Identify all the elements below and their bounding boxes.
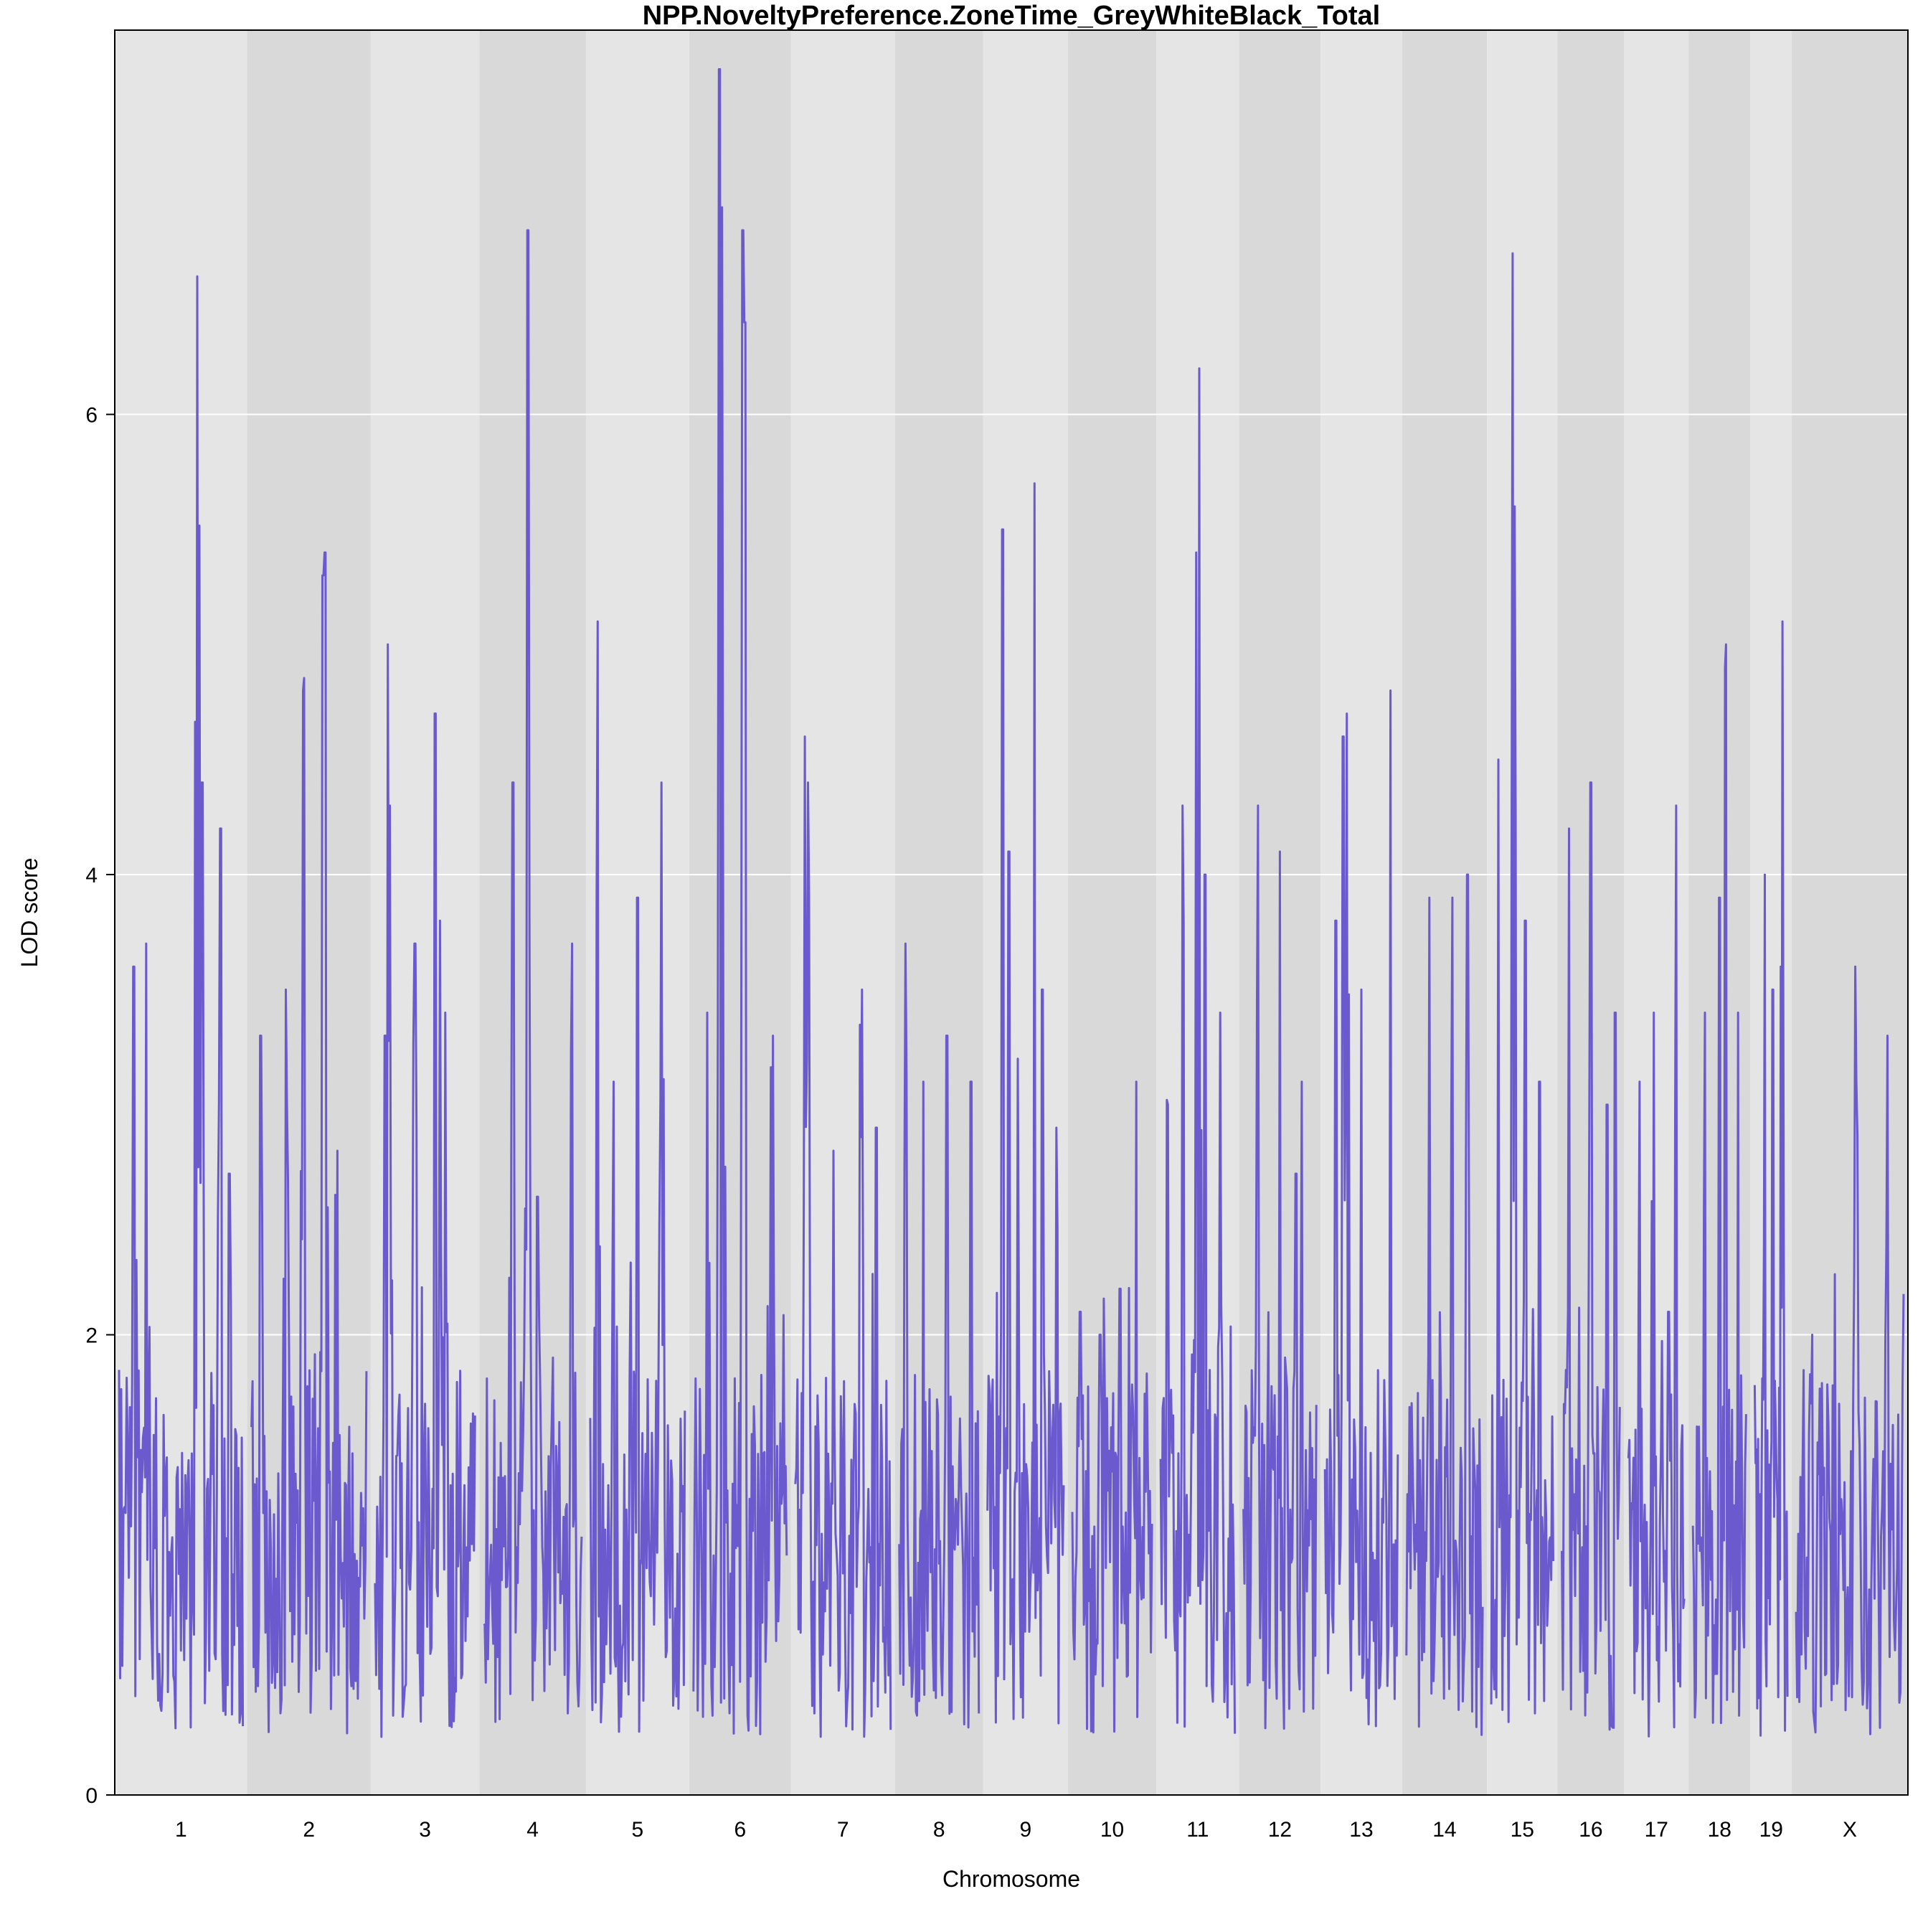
lod-line-chr-X [1795,965,1905,1735]
x-tick-label-chr-7: 7 [837,1818,849,1842]
x-tick-label-chr-17: 17 [1645,1818,1668,1842]
x-tick-label-chr-X: X [1843,1818,1857,1842]
lod-series [118,68,1905,1738]
x-tick-label-chr-9: 9 [1020,1818,1032,1842]
y-tick-label-0: 0 [85,1784,98,1808]
x-tick-label-chr-3: 3 [419,1818,431,1842]
lod-line-chr-9 [986,482,1065,1725]
x-tick-label-chr-18: 18 [1708,1818,1731,1842]
lod-line-chr-10 [1071,1080,1153,1734]
y-tick-label-4: 4 [85,864,98,887]
lod-line-chr-18 [1691,643,1747,1725]
lod-line-chr-6 [692,68,788,1735]
x-tick-label-chr-19: 19 [1759,1818,1783,1842]
lod-line-chr-17 [1627,804,1686,1738]
lod-line-chr-1 [118,275,245,1730]
lod-line-chr-14 [1405,873,1484,1736]
y-axis-ticks: 0 2 4 6 [85,404,115,1808]
x-tick-label-chr-15: 15 [1511,1818,1534,1842]
x-tick-label-chr-14: 14 [1432,1818,1456,1842]
lod-line-chr-2 [250,551,368,1735]
lod-line-chr-12 [1242,804,1318,1730]
x-tick-label-chr-13: 13 [1349,1818,1373,1842]
x-axis-label: Chromosome [942,1866,1080,1892]
x-tick-label-chr-12: 12 [1268,1818,1292,1842]
x-tick-label-chr-2: 2 [303,1818,315,1842]
lod-line-chr-16 [1561,781,1621,1731]
plot-frame [114,29,1909,1796]
x-tick-label-chr-4: 4 [526,1818,539,1842]
x-tick-label-chr-5: 5 [632,1818,644,1842]
y-tick-label-2: 2 [85,1324,98,1348]
x-tick-label-chr-8: 8 [933,1818,945,1842]
lod-line-chr-11 [1159,367,1237,1734]
x-tick-label-chr-16: 16 [1579,1818,1602,1842]
lod-line-chr-13 [1323,689,1399,1728]
lod-line-chr-7 [794,735,892,1738]
lod-line-chr-5 [589,620,686,1733]
x-tick-label-chr-1: 1 [175,1818,187,1842]
chart-title: NPP.NoveltyPreference.ZoneTime_GreyWhite… [643,1,1381,31]
y-axis-label: LOD score [16,858,42,968]
lod-line-chr-8 [898,942,980,1729]
lod-line-chr-4 [483,229,583,1723]
x-tick-label-chr-11: 11 [1186,1818,1209,1842]
x-tick-label-chr-6: 6 [734,1818,746,1842]
x-axis-ticks: 1 2 3 4 5 6 7 8 9 10 11 12 13 14 15 16 17 18 19 X [175,1818,1857,1842]
x-tick-label-chr-10: 10 [1100,1818,1124,1842]
lod-line-chr-19 [1753,620,1789,1737]
y-tick-label-6: 6 [85,404,98,428]
lod-line-chr-15 [1490,252,1554,1723]
lod-line-chr-3 [374,643,476,1738]
